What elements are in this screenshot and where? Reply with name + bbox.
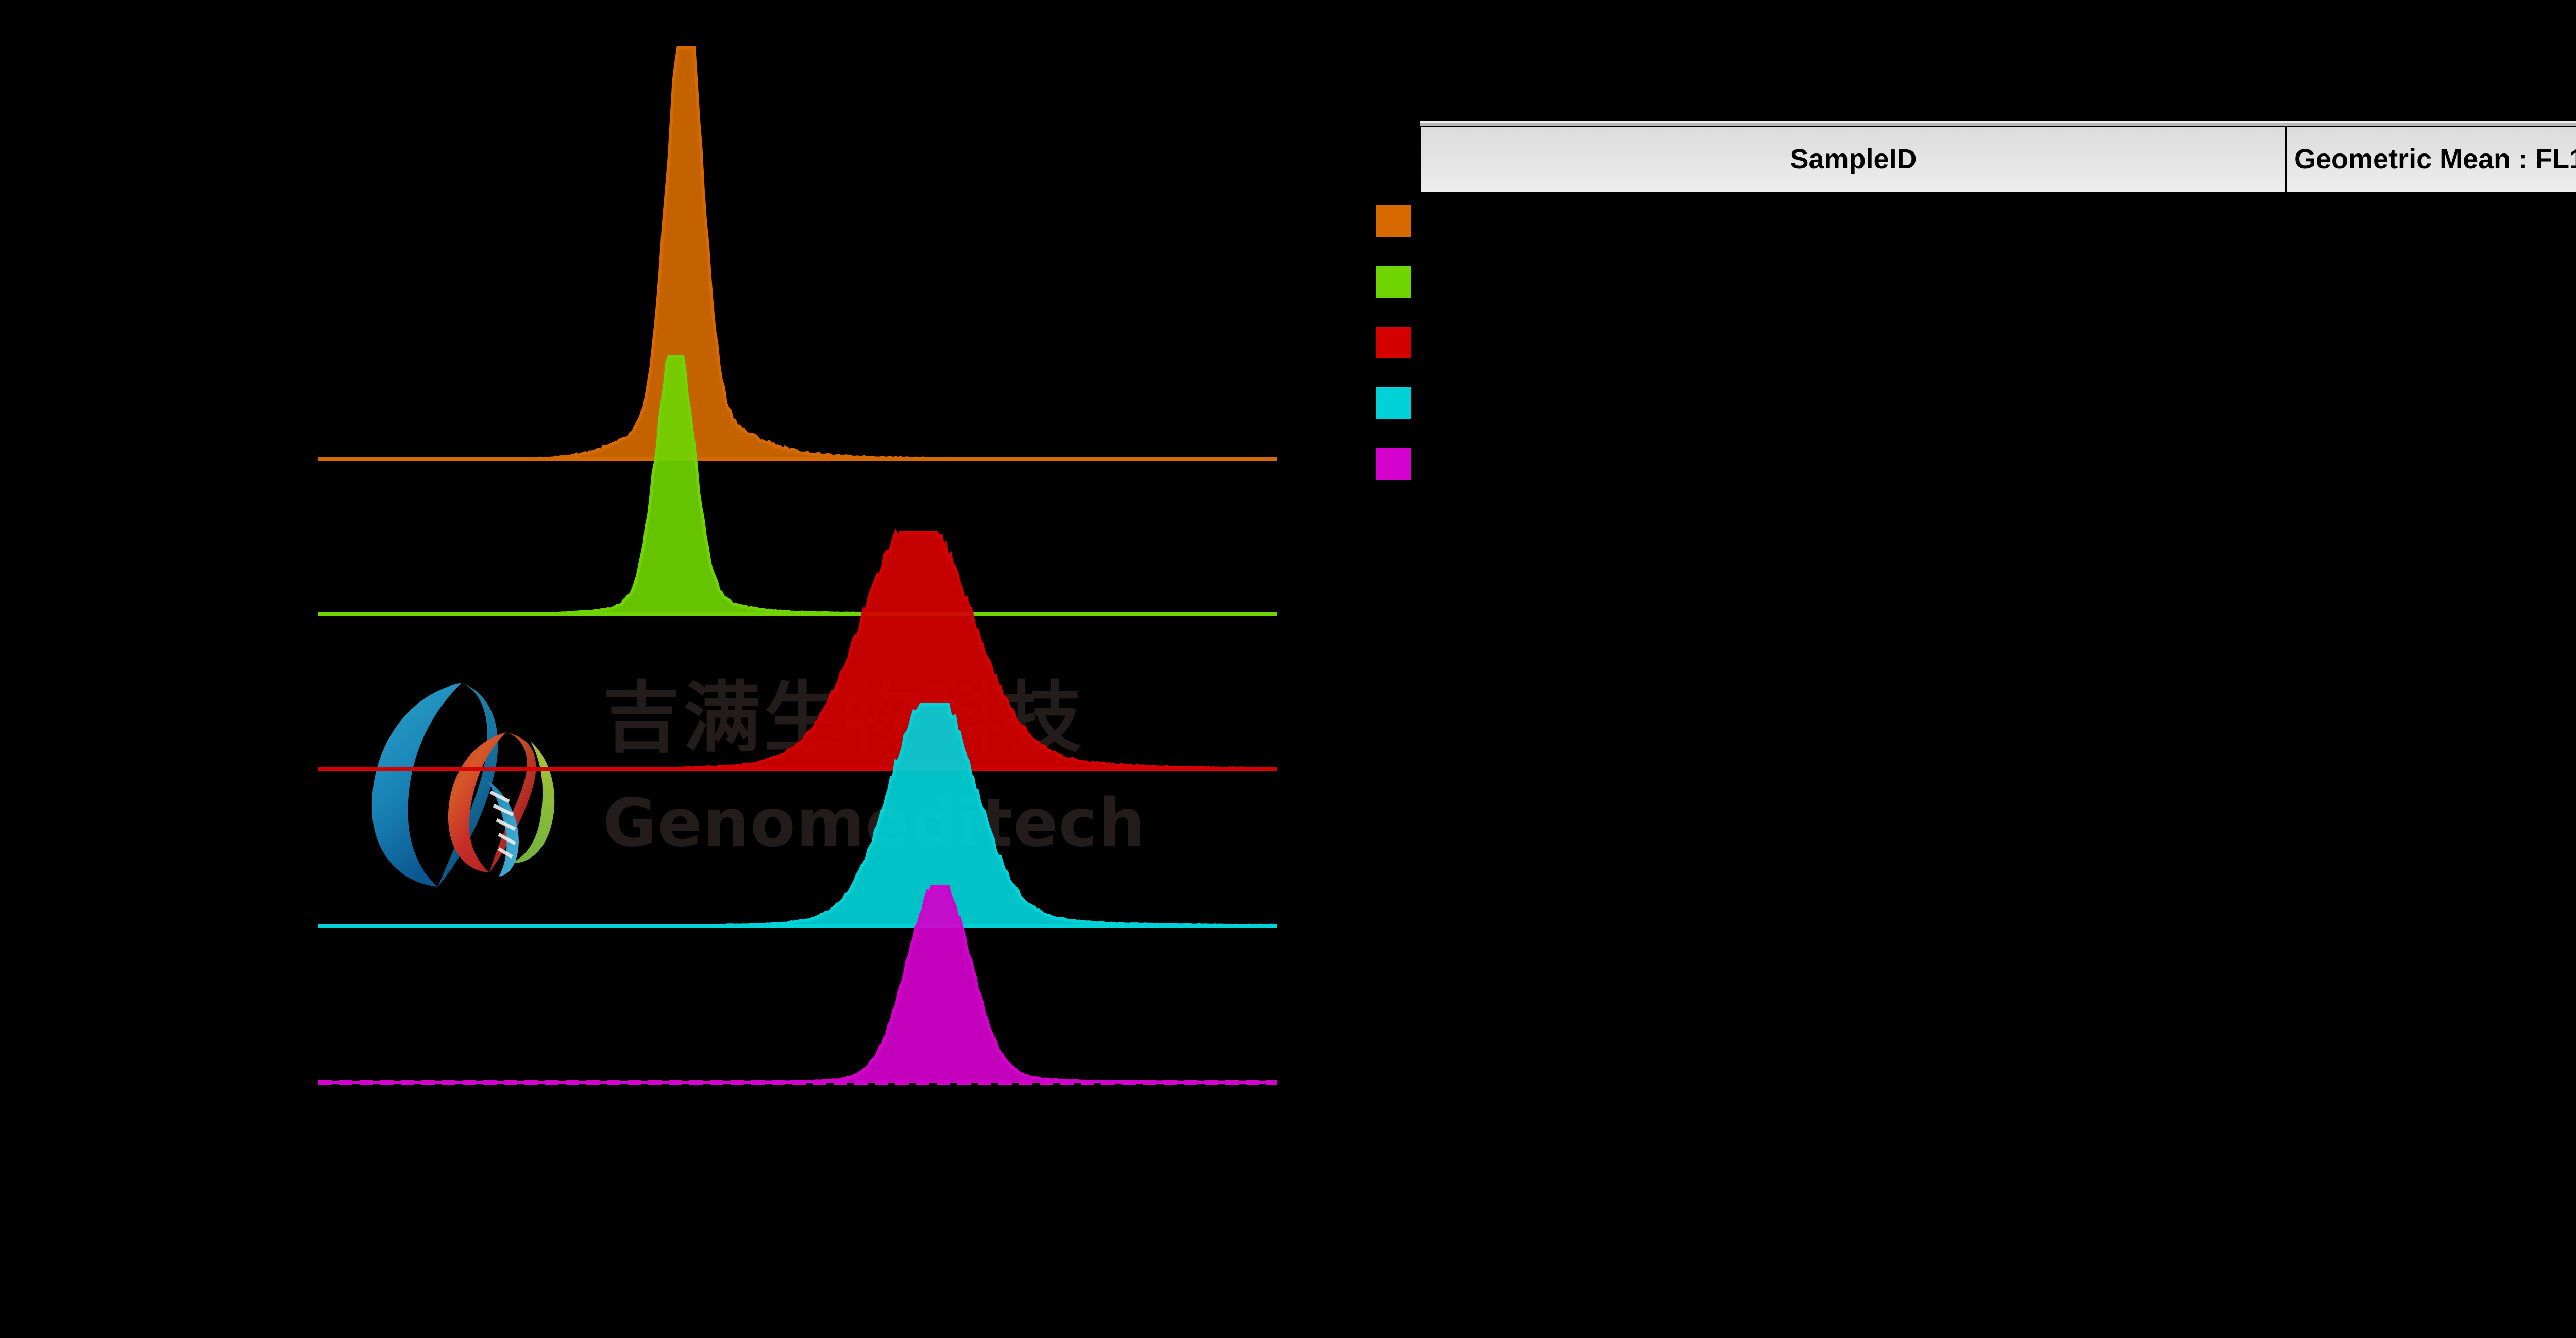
- column-header-geometric-mean[interactable]: Geometric Mean : FL11-H: [2287, 127, 2576, 192]
- column-header-sampleid[interactable]: SampleID: [1421, 127, 2287, 192]
- legend-color-swatch: [1376, 327, 1411, 358]
- histogram-outline-4: [325, 703, 1277, 928]
- histogram-trace-3: [325, 533, 1277, 769]
- statistics-table[interactable]: SampleID Geometric Mean : FL11-H: [1420, 126, 2576, 193]
- histogram-outline-2: [325, 355, 1277, 616]
- histogram-trace-1: [325, 47, 1277, 459]
- histogram-outline-1: [325, 46, 1277, 461]
- legend-item[interactable]: [1376, 448, 1424, 509]
- histogram-outline-3: [325, 528, 1277, 771]
- histogram-plot: [318, 46, 1277, 1085]
- legend-color-swatch: [1376, 266, 1411, 298]
- legend-color-swatch: [1376, 387, 1411, 419]
- histogram-outline-5: [325, 885, 1277, 1085]
- legend-color-swatch: [1376, 205, 1411, 237]
- legend-item[interactable]: [1376, 327, 1424, 387]
- histogram-trace-2: [325, 356, 1277, 614]
- legend-item[interactable]: [1376, 205, 1424, 266]
- legend-item[interactable]: [1376, 266, 1424, 327]
- histogram-trace-4: [325, 705, 1277, 926]
- histogram-trace-5: [325, 887, 1277, 1083]
- legend-color-swatch: [1376, 448, 1411, 480]
- legend-item[interactable]: [1376, 387, 1424, 448]
- legend: [1376, 205, 1424, 509]
